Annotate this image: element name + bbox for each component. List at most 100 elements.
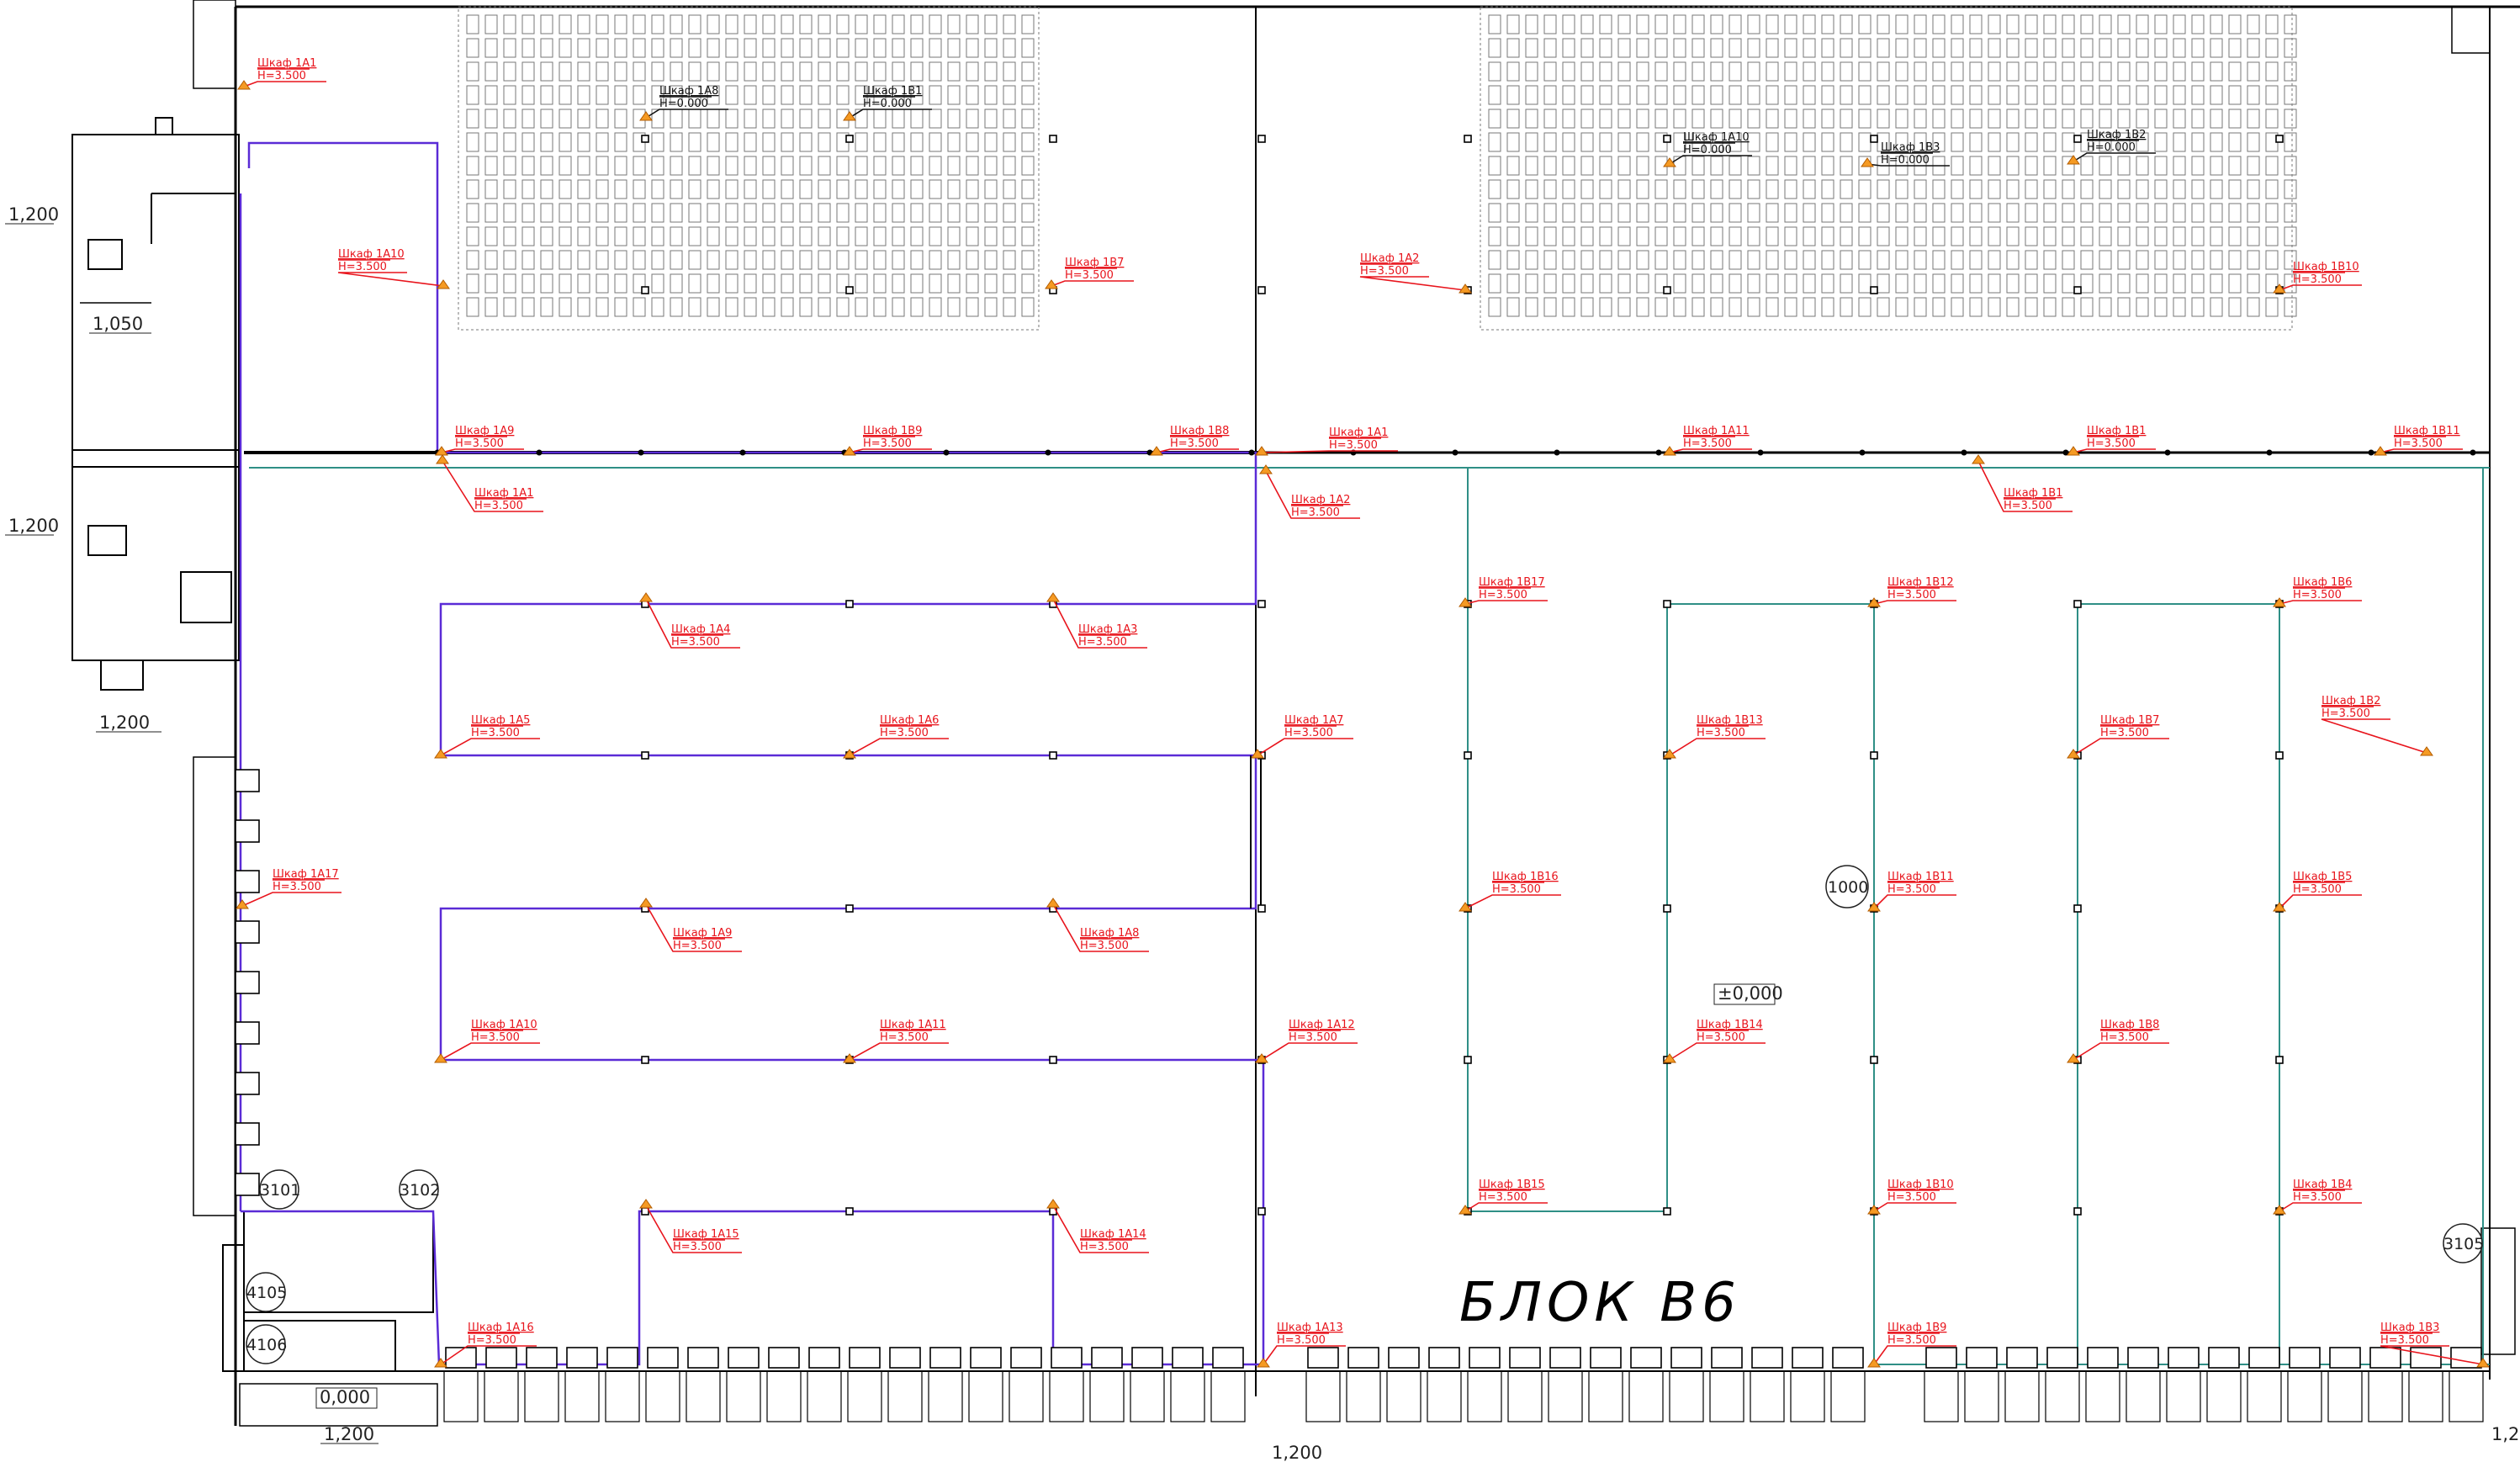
dock-bay bbox=[2408, 1370, 2443, 1422]
dock-leveler bbox=[526, 1347, 558, 1369]
cabinet-name: Шкаф 1А13 bbox=[1277, 1322, 1343, 1334]
leader-line bbox=[2073, 448, 2156, 453]
cabinet-symbol bbox=[436, 454, 449, 464]
cabinet-symbol bbox=[2420, 746, 2433, 756]
cabinet-name: Шкаф 1В13 bbox=[1697, 714, 1763, 727]
cabinet-name: Шкаф 1В10 bbox=[2293, 261, 2359, 273]
dock-leveler bbox=[1051, 1347, 1083, 1369]
cabinet-height: H=3.500 bbox=[471, 1031, 520, 1044]
dock-leveler bbox=[1388, 1347, 1420, 1369]
dock-bay bbox=[887, 1370, 923, 1422]
elevation-mark: 0,000 bbox=[320, 1387, 370, 1407]
cabinet-height: H=3.500 bbox=[2394, 437, 2443, 450]
leader-line bbox=[442, 460, 543, 512]
beam-node bbox=[1248, 449, 1255, 456]
room-number: 4106 bbox=[246, 1336, 287, 1354]
elevation-mark: 1,200 bbox=[8, 204, 59, 225]
column bbox=[641, 286, 649, 294]
cabinet-height: H=3.500 bbox=[2293, 589, 2342, 601]
cabinet-name: Шкаф 1А1 bbox=[474, 487, 533, 500]
dock-leveler bbox=[1469, 1347, 1501, 1369]
column bbox=[1464, 135, 1472, 143]
cabinet-symbol bbox=[2273, 597, 2286, 607]
cabinet-height: H=3.500 bbox=[2100, 727, 2149, 739]
dock-bay bbox=[1830, 1370, 1866, 1422]
cabinet-height: H=3.500 bbox=[1080, 1241, 1129, 1253]
elevation-mark: 1,200 bbox=[324, 1424, 374, 1444]
dock-bay bbox=[968, 1370, 1003, 1422]
room-number: 3101 bbox=[260, 1181, 300, 1200]
cabinet-name: Шкаф 1А14 bbox=[1080, 1228, 1146, 1241]
dock-leveler bbox=[1131, 1347, 1163, 1369]
leader-line bbox=[2321, 718, 2427, 754]
dock-bay bbox=[1305, 1370, 1341, 1422]
cabinet-symbol bbox=[639, 111, 653, 121]
column bbox=[2073, 135, 2082, 143]
side-door bbox=[235, 1072, 260, 1095]
dock-bay bbox=[1210, 1370, 1246, 1422]
beam-node bbox=[2062, 449, 2069, 456]
dock-bay bbox=[645, 1370, 680, 1422]
block-title: БЛОК В6 bbox=[1459, 1272, 1741, 1334]
leader-line bbox=[1052, 598, 1147, 649]
cabinet-height: H=3.500 bbox=[2293, 273, 2342, 286]
dock-bay bbox=[2085, 1370, 2120, 1422]
cabinet-name: Шкаф 1А1 bbox=[257, 57, 316, 70]
cabinet-symbol bbox=[1459, 283, 1472, 294]
dock-leveler bbox=[485, 1347, 517, 1369]
leader-line bbox=[849, 448, 932, 453]
leader-line bbox=[2073, 738, 2169, 756]
cabinet-height: H=3.500 bbox=[863, 437, 912, 450]
dock-bay bbox=[524, 1370, 559, 1422]
cabinet-name: Шкаф 1А6 bbox=[880, 714, 939, 727]
dock-leveler bbox=[1832, 1347, 1864, 1369]
dock-bay bbox=[1669, 1370, 1704, 1422]
dock-leveler bbox=[1590, 1347, 1622, 1369]
room-number: 3105 bbox=[2443, 1235, 2484, 1253]
cabinet-height: H=3.500 bbox=[1492, 883, 1541, 896]
cabinet-name: Шкаф 1А5 bbox=[471, 714, 530, 727]
cabinet-symbol bbox=[1861, 157, 1874, 167]
leader-line bbox=[441, 448, 524, 453]
cabinet-height: H=3.500 bbox=[1284, 727, 1333, 739]
cabinet-name: Шкаф 1А8 bbox=[659, 85, 718, 98]
cabinet-symbol bbox=[1663, 157, 1676, 167]
dock-bay bbox=[1467, 1370, 1502, 1422]
dock-leveler bbox=[728, 1347, 760, 1369]
dock-leveler bbox=[2168, 1347, 2200, 1369]
cabinet-name: Шкаф 1А11 bbox=[1683, 425, 1750, 437]
dock-leveler bbox=[1212, 1347, 1244, 1369]
column bbox=[845, 600, 854, 608]
dock-leveler bbox=[2410, 1347, 2442, 1369]
dock-leveler bbox=[929, 1347, 961, 1369]
column bbox=[1663, 286, 1671, 294]
cabinet-symbol bbox=[843, 446, 856, 456]
cabinet-symbol bbox=[639, 592, 653, 602]
dock-bay bbox=[686, 1370, 721, 1422]
dock-bay bbox=[1588, 1370, 1623, 1422]
cabinet-symbol bbox=[1257, 1358, 1270, 1368]
column bbox=[1870, 751, 1878, 760]
leader-line bbox=[440, 1042, 540, 1061]
dock-bay bbox=[1750, 1370, 1785, 1422]
beam-node bbox=[2368, 449, 2374, 456]
column bbox=[2073, 904, 2082, 913]
cabinet-symbol bbox=[1459, 1205, 1472, 1215]
column bbox=[1049, 751, 1057, 760]
column bbox=[1257, 600, 1266, 608]
beam-node bbox=[2470, 449, 2476, 456]
